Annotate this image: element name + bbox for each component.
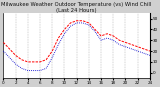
Title: Milwaukee Weather Outdoor Temperature (vs) Wind Chill (Last 24 Hours): Milwaukee Weather Outdoor Temperature (v…: [1, 2, 152, 13]
